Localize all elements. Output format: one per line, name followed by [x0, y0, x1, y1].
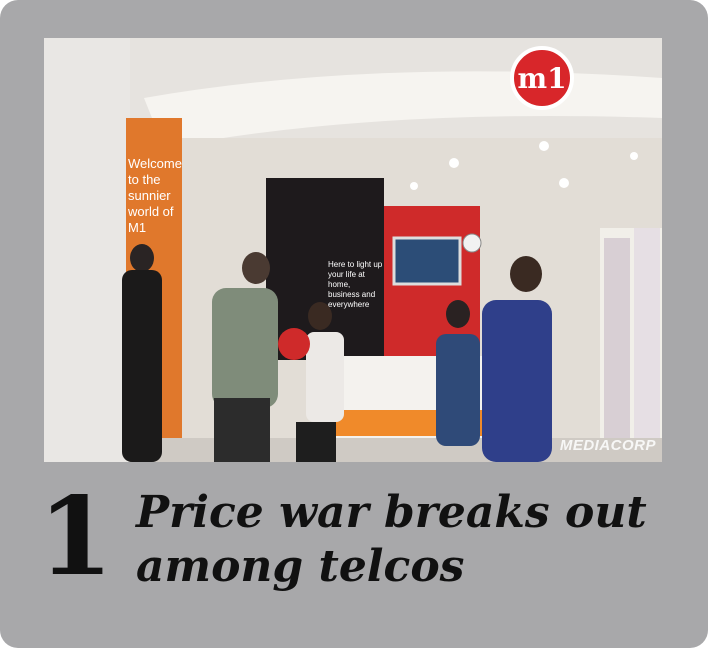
- banner-line: business and: [328, 290, 376, 299]
- poster-line: Welcome: [128, 156, 182, 171]
- promo-banner: Here to light up your life at home, busi…: [328, 260, 388, 310]
- headline: Price war breaks out among telcos: [136, 486, 676, 594]
- banner-line: your life at home,: [328, 270, 365, 289]
- welcome-poster: Welcome to the sunnier world of M1: [128, 156, 182, 236]
- headline-line-2: among telcos: [136, 541, 465, 592]
- logo-text: m1: [517, 61, 567, 95]
- poster-line: M1: [128, 220, 147, 235]
- poster-line: world of: [128, 204, 174, 219]
- m1-logo: m1: [510, 46, 574, 110]
- headline-line-1: Price war breaks out: [136, 487, 647, 538]
- watermark: MEDIACORP: [559, 437, 656, 454]
- store-photo: m1 Welcome to the sunnier world of M1 He…: [44, 38, 662, 462]
- banner-line: everywhere: [328, 300, 370, 309]
- poster-line: sunnier: [128, 188, 171, 203]
- poster-line: to the: [128, 172, 161, 187]
- banner-line: Here to light up: [328, 260, 383, 269]
- rank-number: 1: [38, 474, 114, 600]
